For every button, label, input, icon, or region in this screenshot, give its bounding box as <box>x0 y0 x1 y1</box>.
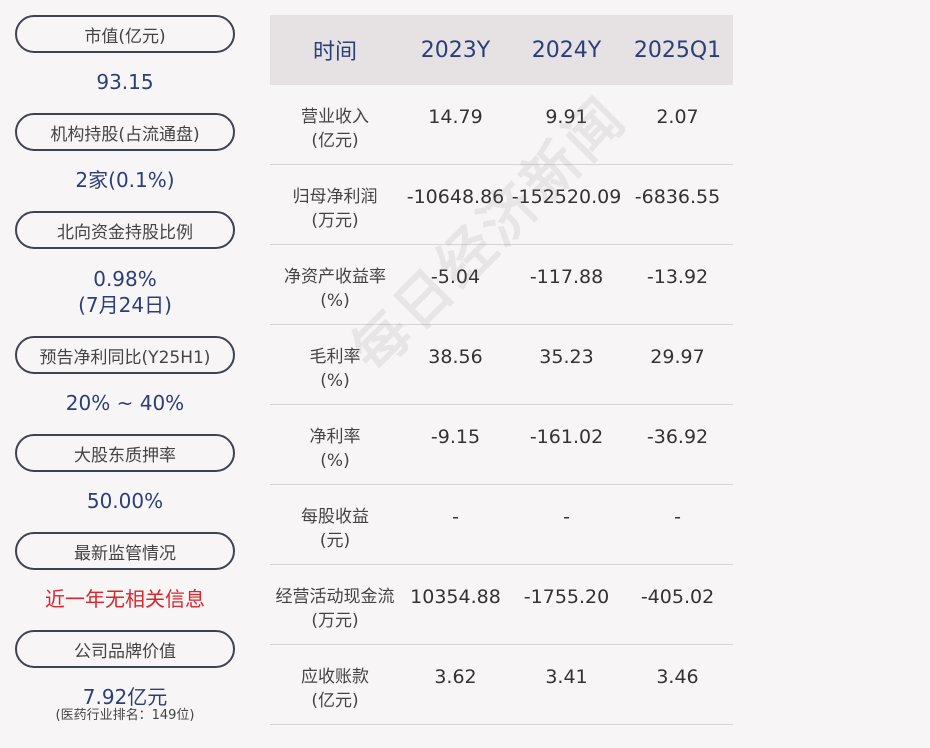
metric-pledge-ratio: 大股东质押率 50.00% <box>15 434 235 514</box>
row-label: 经营活动现金流 (万元) <box>270 565 400 633</box>
table-cell: - <box>452 506 459 528</box>
metric-institutional-holdings: 机构持股(占流通盘) 2家(0.1%) <box>15 113 235 193</box>
row-label-unit: (%) <box>320 291 350 311</box>
table-cell: 38.56 <box>428 346 483 368</box>
table-row: 归母净利润 (万元) -10648.86 -152520.09 -6836.55 <box>270 165 733 245</box>
row-label-unit: (%) <box>320 371 350 391</box>
table-row: 经营活动现金流 (万元) 10354.88 -1755.20 -405.02 <box>270 565 733 645</box>
row-label-name: 应收账款 <box>301 667 369 687</box>
metric-value: 2家(0.1%) <box>75 168 175 192</box>
metric-brand-value: 公司品牌价值 7.92亿元 (医药行业排名：149位) <box>15 630 235 724</box>
row-label-unit: (元) <box>319 531 351 551</box>
table-cell: 35.23 <box>539 346 594 368</box>
row-label: 营业收入 (亿元) <box>270 85 400 153</box>
table-cell: - <box>674 506 681 528</box>
table-cell: 29.97 <box>650 346 705 368</box>
row-label-unit: (万元) <box>311 611 359 631</box>
table-header: 时间 2023Y 2024Y 2025Q1 <box>270 15 733 85</box>
table-cell: 9.91 <box>545 106 588 128</box>
row-label: 应收账款 (亿元) <box>270 645 400 713</box>
metric-subnote: (医药行业排名：149位) <box>55 708 195 723</box>
table-cell: - <box>563 506 570 528</box>
row-label-name: 毛利率 <box>309 347 361 367</box>
metric-value: 93.15 <box>96 70 154 94</box>
table-cell: -5.04 <box>430 266 481 288</box>
row-label: 净资产收益率 (%) <box>270 245 400 313</box>
header-2023: 2023Y <box>420 37 491 63</box>
metric-value: 50.00% <box>86 489 164 513</box>
header-2025q1: 2025Q1 <box>633 37 722 63</box>
table-cell: -1755.20 <box>523 586 610 608</box>
row-label-name: 经营活动现金流 <box>275 587 395 607</box>
metric-label: 最新监管情况 <box>15 532 235 570</box>
table-row: 净资产收益率 (%) -5.04 -117.88 -13.92 <box>270 245 733 325</box>
row-label-unit: (亿元) <box>311 131 359 151</box>
table-cell: -117.88 <box>529 266 604 288</box>
header-2024: 2024Y <box>531 37 602 63</box>
row-label-name: 净资产收益率 <box>284 267 386 287</box>
metric-value: 20% ~ 40% <box>65 391 185 415</box>
metric-profit-forecast: 预告净利同比(Y25H1) 20% ~ 40% <box>15 336 235 416</box>
row-label-name: 营业收入 <box>301 107 369 127</box>
row-label-unit: (万元) <box>311 211 359 231</box>
table-cell: -161.02 <box>529 426 604 448</box>
metric-label: 大股东质押率 <box>15 434 235 472</box>
metric-label: 公司品牌价值 <box>15 630 235 668</box>
row-label-name: 归母净利润 <box>292 187 378 207</box>
metric-value: 0.98% <box>93 267 157 291</box>
table-cell: -13.92 <box>646 266 709 288</box>
header-time: 时间 <box>312 40 357 65</box>
table-cell: 3.46 <box>656 666 699 688</box>
table-cell: 10354.88 <box>410 586 501 608</box>
financial-table: 时间 2023Y 2024Y 2025Q1 营业收入 (亿元) 14.79 9.91 2… <box>270 15 733 725</box>
metric-value: 近一年无相关信息 <box>45 587 205 611</box>
table-row: 毛利率 (%) 38.56 35.23 29.97 <box>270 325 733 405</box>
row-label-unit: (%) <box>320 451 350 471</box>
table-cell: -10648.86 <box>406 186 505 208</box>
metric-northbound-ratio: 北向资金持股比例 0.98% (7月24日) <box>15 211 235 318</box>
metric-value: 7.92亿元 <box>82 685 168 709</box>
table-cell: 3.62 <box>434 666 477 688</box>
metric-label: 预告净利同比(Y25H1) <box>15 336 235 374</box>
table-cell: -36.92 <box>646 426 709 448</box>
row-label: 归母净利润 (万元) <box>270 165 400 233</box>
table-cell: 14.79 <box>428 106 483 128</box>
metric-market-cap: 市值(亿元) 93.15 <box>15 15 235 95</box>
row-label-unit: (亿元) <box>311 691 359 711</box>
metric-label: 北向资金持股比例 <box>15 211 235 249</box>
metric-regulatory-status: 最新监管情况 近一年无相关信息 <box>15 532 235 612</box>
row-label-name: 净利率 <box>309 427 361 447</box>
row-label: 毛利率 (%) <box>270 325 400 393</box>
metrics-panel: 市值(亿元) 93.15 机构持股(占流通盘) 2家(0.1%) 北向资金持股比… <box>15 15 235 724</box>
table-row: 营业收入 (亿元) 14.79 9.91 2.07 <box>270 85 733 165</box>
table-row: 每股收益 (元) - - - <box>270 485 733 565</box>
metric-label: 机构持股(占流通盘) <box>15 113 235 151</box>
metric-label: 市值(亿元) <box>15 15 235 53</box>
table-cell: -152520.09 <box>511 186 622 208</box>
table-row: 净利率 (%) -9.15 -161.02 -36.92 <box>270 405 733 485</box>
table-cell: -9.15 <box>430 426 481 448</box>
metric-value-date: (7月24日) <box>78 293 172 317</box>
row-label: 净利率 (%) <box>270 405 400 473</box>
table-cell: -6836.55 <box>634 186 721 208</box>
row-label-name: 每股收益 <box>301 507 369 527</box>
table-cell: 2.07 <box>656 106 699 128</box>
table-cell: -405.02 <box>640 586 715 608</box>
table-row: 应收账款 (亿元) 3.62 3.41 3.46 <box>270 645 733 725</box>
row-label: 每股收益 (元) <box>270 485 400 553</box>
table-cell: 3.41 <box>545 666 588 688</box>
